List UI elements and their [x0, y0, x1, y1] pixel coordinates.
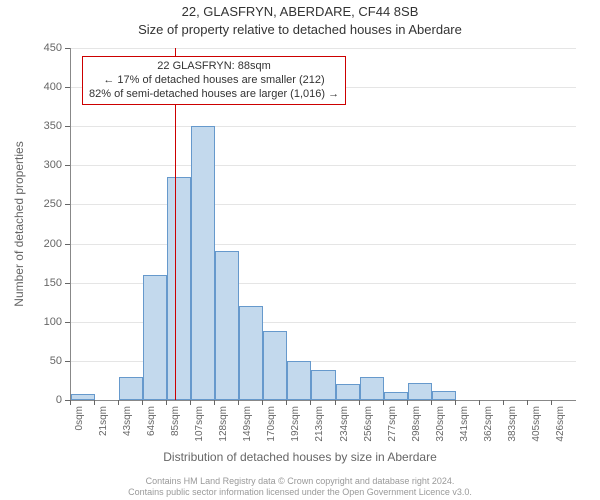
y-tick: [65, 165, 70, 166]
x-tick-label: 107sqm: [194, 406, 205, 442]
x-tick-label: 21sqm: [98, 406, 109, 436]
x-tick: [118, 400, 119, 405]
x-tick: [335, 400, 336, 405]
x-tick-label: 149sqm: [242, 406, 253, 442]
page-subtitle: Size of property relative to detached ho…: [0, 22, 600, 37]
x-tick-label: 277sqm: [387, 406, 398, 442]
x-tick-label: 170sqm: [266, 406, 277, 442]
y-tick: [65, 361, 70, 362]
callout-line2: ← 17% of detached houses are smaller (21…: [89, 74, 339, 88]
footer-line2: Contains public sector information licen…: [0, 487, 600, 498]
x-tick-label: 341sqm: [459, 406, 470, 442]
gridline: [71, 126, 576, 127]
histogram-bar: [239, 306, 263, 400]
x-tick-label: 192sqm: [290, 406, 301, 442]
y-tick: [65, 48, 70, 49]
x-tick-label: 362sqm: [483, 406, 494, 442]
y-tick: [65, 283, 70, 284]
x-tick-label: 298sqm: [411, 406, 422, 442]
x-tick-label: 128sqm: [218, 406, 229, 442]
x-tick: [94, 400, 95, 405]
y-tick-label: 0: [0, 394, 62, 406]
callout-line1: 22 GLASFRYN: 88sqm: [89, 60, 339, 74]
x-tick: [214, 400, 215, 405]
y-tick: [65, 204, 70, 205]
x-tick: [166, 400, 167, 405]
y-tick-label: 300: [0, 159, 62, 171]
y-tick: [65, 244, 70, 245]
histogram-bar: [287, 361, 311, 400]
x-tick: [359, 400, 360, 405]
histogram-bar: [336, 384, 360, 400]
y-tick-label: 50: [0, 355, 62, 367]
y-tick-label: 250: [0, 198, 62, 210]
histogram-bar: [215, 251, 239, 400]
x-tick: [238, 400, 239, 405]
x-tick-label: 64sqm: [146, 406, 157, 436]
histogram-bar: [119, 377, 143, 400]
x-tick-label: 383sqm: [507, 406, 518, 442]
x-tick: [527, 400, 528, 405]
y-tick: [65, 126, 70, 127]
x-tick-label: 320sqm: [435, 406, 446, 442]
gridline: [71, 204, 576, 205]
chart-container: 22, GLASFRYN, ABERDARE, CF44 8SB Size of…: [0, 0, 600, 500]
x-tick: [431, 400, 432, 405]
x-tick-label: 85sqm: [170, 406, 181, 436]
callout-box: 22 GLASFRYN: 88sqm← 17% of detached hous…: [82, 56, 346, 105]
histogram-bar: [71, 394, 95, 400]
gridline: [71, 48, 576, 49]
x-tick: [142, 400, 143, 405]
y-tick-label: 400: [0, 81, 62, 93]
histogram-bar: [360, 377, 384, 400]
y-tick: [65, 322, 70, 323]
x-tick: [383, 400, 384, 405]
histogram-bar: [263, 331, 287, 400]
x-tick-label: 213sqm: [314, 406, 325, 442]
histogram-bar: [432, 391, 456, 400]
x-tick: [479, 400, 480, 405]
y-tick-label: 100: [0, 316, 62, 328]
x-tick-label: 0sqm: [74, 406, 85, 430]
x-tick-label: 43sqm: [122, 406, 133, 436]
histogram-bar: [167, 177, 191, 400]
y-tick-label: 200: [0, 238, 62, 250]
y-tick-label: 150: [0, 277, 62, 289]
gridline: [71, 165, 576, 166]
x-tick: [455, 400, 456, 405]
y-tick-label: 350: [0, 120, 62, 132]
x-tick: [286, 400, 287, 405]
x-axis-label: Distribution of detached houses by size …: [0, 450, 600, 464]
histogram-bar: [311, 370, 335, 400]
callout-line3: 82% of semi-detached houses are larger (…: [89, 88, 339, 102]
x-tick: [407, 400, 408, 405]
histogram-bar: [191, 126, 215, 400]
y-tick: [65, 87, 70, 88]
x-tick: [503, 400, 504, 405]
y-tick-label: 450: [0, 42, 62, 54]
x-tick: [262, 400, 263, 405]
histogram-bar: [408, 383, 432, 400]
x-tick-label: 426sqm: [555, 406, 566, 442]
x-tick: [310, 400, 311, 405]
x-tick: [551, 400, 552, 405]
x-tick-label: 234sqm: [339, 406, 350, 442]
x-tick: [70, 400, 71, 405]
footer-attribution: Contains HM Land Registry data © Crown c…: [0, 476, 600, 500]
x-tick-label: 405sqm: [531, 406, 542, 442]
x-tick: [190, 400, 191, 405]
x-tick-label: 256sqm: [363, 406, 374, 442]
page-title: 22, GLASFRYN, ABERDARE, CF44 8SB: [0, 4, 600, 19]
histogram-bar: [143, 275, 167, 400]
histogram-bar: [384, 392, 408, 400]
footer-line1: Contains HM Land Registry data © Crown c…: [0, 476, 600, 487]
gridline: [71, 244, 576, 245]
